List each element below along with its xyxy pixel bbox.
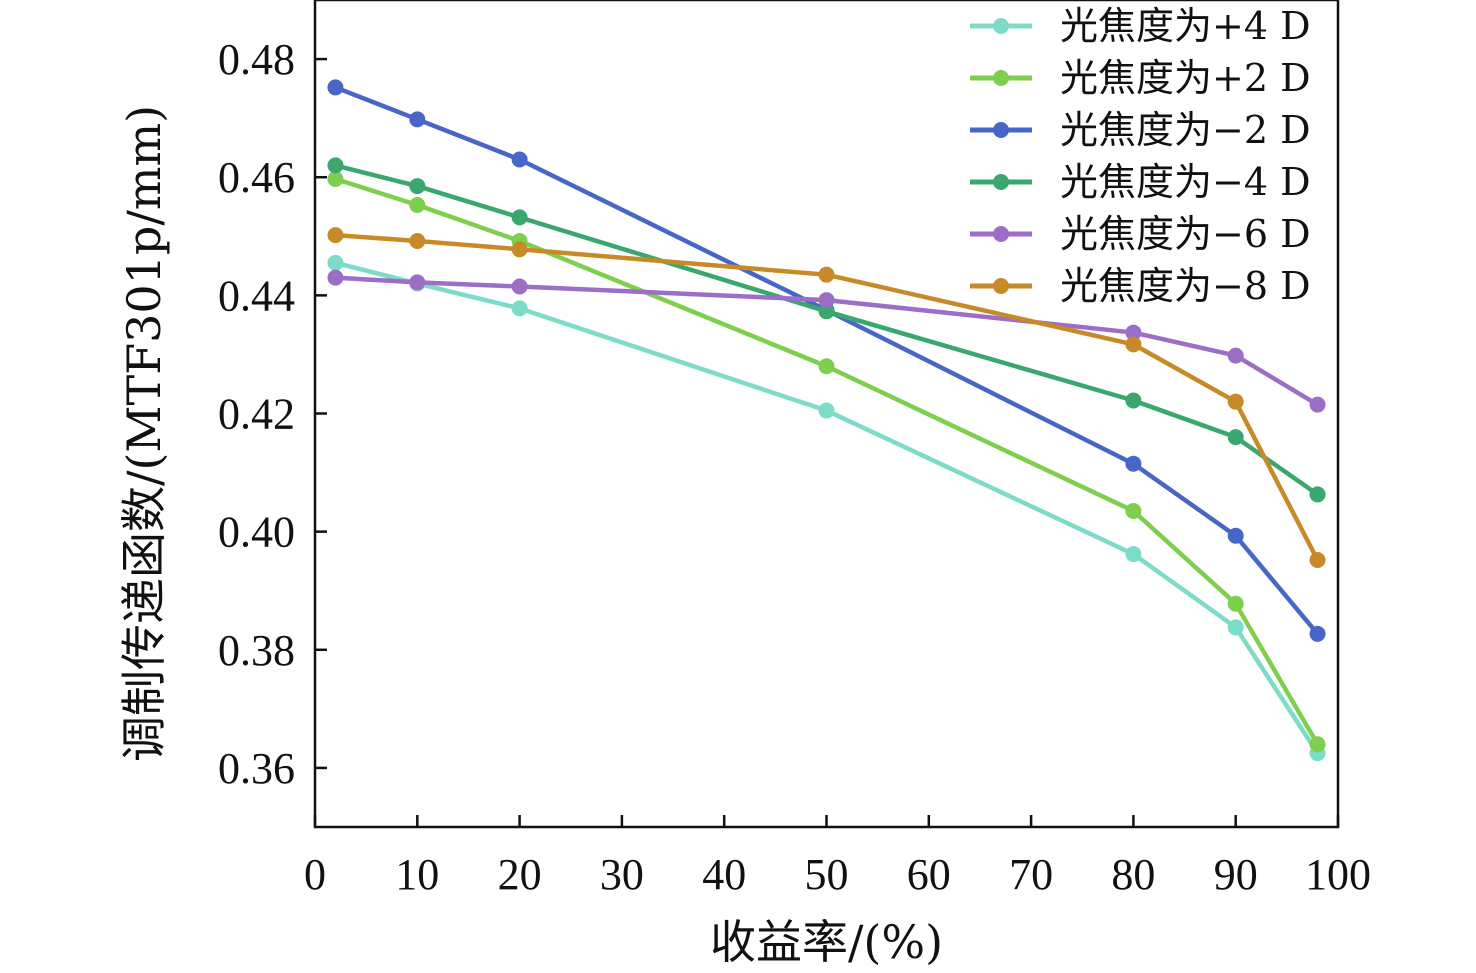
y-tick-label: 0.46 <box>218 153 295 202</box>
data-point <box>1227 429 1244 446</box>
data-point <box>1309 486 1326 503</box>
y-axis-title: 调制传递函数/(MTF301p/mm) <box>117 105 171 762</box>
data-point <box>511 209 528 226</box>
legend-label: 光焦度为−8 D <box>1060 264 1311 308</box>
data-point <box>327 157 344 174</box>
data-point <box>1125 392 1142 409</box>
legend-swatch-marker <box>993 70 1009 86</box>
data-point <box>1309 625 1326 642</box>
data-point <box>818 402 835 419</box>
series-6 <box>327 227 1326 568</box>
x-tick-label: 50 <box>805 850 849 899</box>
data-point <box>511 241 528 258</box>
legend-label: 光焦度为+4 D <box>1060 4 1311 48</box>
series-layer <box>327 79 1326 762</box>
series-2 <box>327 170 1326 753</box>
series-5 <box>327 269 1326 413</box>
x-tick-label: 80 <box>1111 850 1155 899</box>
data-point <box>327 269 344 286</box>
x-tick-label: 0 <box>304 850 326 899</box>
legend-label: 光焦度为−6 D <box>1060 212 1311 256</box>
x-tick-label: 10 <box>395 850 439 899</box>
data-point <box>818 266 835 283</box>
legend-item: 光焦度为−2 D <box>970 108 1311 152</box>
x-tick-label: 40 <box>702 850 746 899</box>
data-point <box>327 227 344 244</box>
data-point <box>409 233 426 250</box>
x-tick-label: 60 <box>907 850 951 899</box>
series-4 <box>327 157 1326 503</box>
series-1 <box>327 254 1326 762</box>
legend-swatch-marker <box>993 226 1009 242</box>
data-point <box>511 151 528 168</box>
data-point <box>1227 595 1244 612</box>
y-tick-label: 0.48 <box>218 35 295 84</box>
data-point <box>409 178 426 195</box>
plot-frame <box>313 0 1340 829</box>
data-point <box>511 278 528 295</box>
data-point <box>1227 527 1244 544</box>
data-point <box>409 111 426 128</box>
data-point <box>1125 546 1142 563</box>
y-axis: 0.36 0.38 0.40 0.42 0.44 0.46 0.48 <box>218 35 327 793</box>
data-point <box>1125 336 1142 353</box>
y-tick-label: 0.44 <box>218 271 295 320</box>
data-point <box>1309 551 1326 568</box>
legend: 光焦度为+4 D 光焦度为+2 D 光焦度为−2 D 光焦度为−4 D 光焦度为−6 D… <box>970 4 1311 308</box>
legend-item: 光焦度为+2 D <box>970 56 1311 100</box>
x-tick-label: 100 <box>1305 850 1371 899</box>
data-point <box>1227 393 1244 410</box>
data-point <box>1125 455 1142 472</box>
x-tick-label: 30 <box>600 850 644 899</box>
y-tick-label: 0.36 <box>218 744 295 793</box>
data-point <box>818 303 835 320</box>
data-point <box>1125 324 1142 341</box>
data-point <box>1227 347 1244 364</box>
series-line <box>334 260 1320 755</box>
legend-swatch-marker <box>993 18 1009 34</box>
y-tick-label: 0.42 <box>218 390 295 439</box>
data-point <box>409 196 426 213</box>
legend-swatch-marker <box>993 122 1009 138</box>
y-tick-label: 0.40 <box>218 508 295 557</box>
data-point <box>1125 502 1142 519</box>
data-point <box>327 254 344 271</box>
legend-swatch-marker <box>993 278 1009 294</box>
legend-item: 光焦度为−4 D <box>970 160 1311 204</box>
data-point <box>818 292 835 309</box>
data-point <box>327 79 344 96</box>
x-axis: 0 10 20 30 40 50 60 70 80 90 100 <box>304 815 1371 899</box>
y-tick-label: 0.38 <box>218 626 295 675</box>
legend-label: 光焦度为−2 D <box>1060 108 1311 152</box>
data-point <box>818 358 835 375</box>
x-tick-label: 70 <box>1009 850 1053 899</box>
data-point <box>327 170 344 187</box>
data-point <box>511 300 528 317</box>
x-axis-title: 收益率/(%) <box>710 915 943 969</box>
legend-swatch-marker <box>993 174 1009 190</box>
legend-item: 光焦度为+4 D <box>970 4 1311 48</box>
legend-label: 光焦度为−4 D <box>1060 160 1311 204</box>
legend-item: 光焦度为−6 D <box>970 212 1311 256</box>
x-tick-label: 20 <box>498 850 542 899</box>
legend-label: 光焦度为+2 D <box>1060 56 1311 100</box>
x-tick-label: 90 <box>1214 850 1258 899</box>
legend-item: 光焦度为−8 D <box>970 264 1311 308</box>
data-point <box>1309 736 1326 753</box>
data-point <box>1227 619 1244 636</box>
data-point <box>409 274 426 291</box>
data-point <box>1309 396 1326 413</box>
